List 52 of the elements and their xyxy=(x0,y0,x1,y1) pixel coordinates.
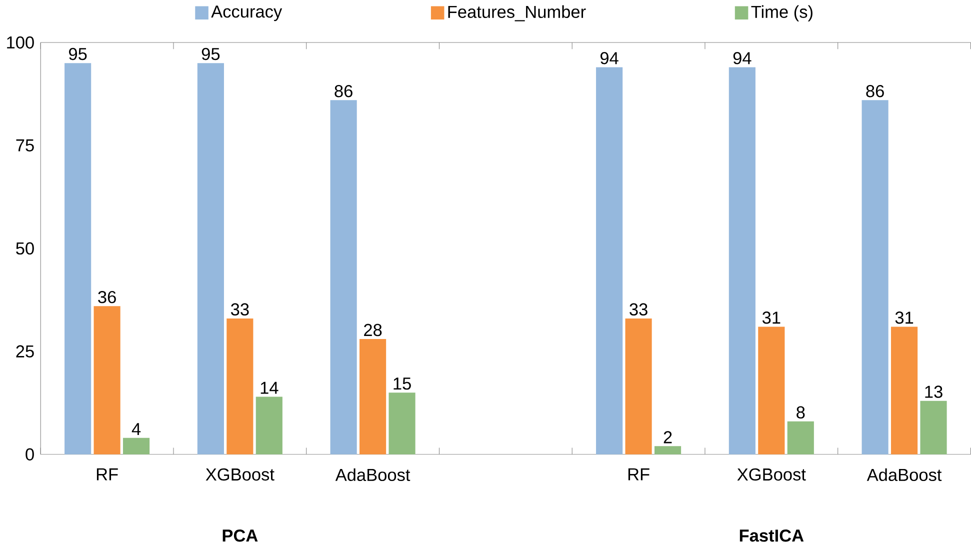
bar xyxy=(64,62,92,454)
bar xyxy=(758,326,785,454)
bar xyxy=(330,100,357,454)
data-label: 13 xyxy=(925,385,942,398)
data-label: 95 xyxy=(202,48,220,60)
legend-label: Features_Number xyxy=(448,5,586,22)
data-label: 14 xyxy=(260,382,278,394)
bar xyxy=(862,100,888,454)
text: FastICA xyxy=(740,529,804,542)
y-tick-label: 25 xyxy=(16,345,34,358)
data-label: 86 xyxy=(866,84,884,97)
text: PCA xyxy=(222,529,258,542)
data-label: 86 xyxy=(334,84,352,97)
y-tick-label: 0 xyxy=(26,448,34,460)
x-tick-label: RF xyxy=(628,468,650,480)
legend-label: Accuracy xyxy=(211,5,282,21)
bar xyxy=(625,318,652,454)
data-label: 94 xyxy=(600,52,618,64)
bar xyxy=(256,396,282,454)
data-label: 31 xyxy=(762,311,780,324)
data-label: 33 xyxy=(630,303,648,316)
data-label: 31 xyxy=(895,311,914,324)
bar xyxy=(728,66,756,454)
bar xyxy=(122,438,150,454)
data-label: 15 xyxy=(394,377,411,390)
data-label: 95 xyxy=(69,48,87,60)
data-label: 94 xyxy=(733,52,752,64)
legend-label: Time (s) xyxy=(751,5,812,22)
bar xyxy=(787,421,814,454)
x-tick-label: RF xyxy=(96,468,118,480)
bar xyxy=(388,392,416,454)
bar xyxy=(920,400,947,454)
bar xyxy=(360,338,386,454)
x-tick-label: AdaBoost xyxy=(866,468,942,481)
y-tick-label: 100 xyxy=(7,36,34,48)
x-tick-label: XGBoost xyxy=(206,468,274,480)
y-tick-label: 50 xyxy=(16,242,34,254)
data-label: 36 xyxy=(98,290,116,303)
bar xyxy=(94,306,120,454)
x-tick-label: AdaBoost xyxy=(335,468,410,481)
bar xyxy=(891,326,918,454)
bar xyxy=(596,66,623,454)
x-tick-label: XGBoost xyxy=(737,468,806,480)
data-label: 28 xyxy=(364,324,382,336)
bar xyxy=(197,62,224,454)
data-label: 4 xyxy=(132,422,141,435)
data-label: 33 xyxy=(230,303,249,316)
bar xyxy=(226,318,254,454)
data-label: 2 xyxy=(664,430,672,443)
data-label: 8 xyxy=(796,406,805,418)
bar xyxy=(654,446,682,454)
y-tick-label: 75 xyxy=(16,139,34,152)
